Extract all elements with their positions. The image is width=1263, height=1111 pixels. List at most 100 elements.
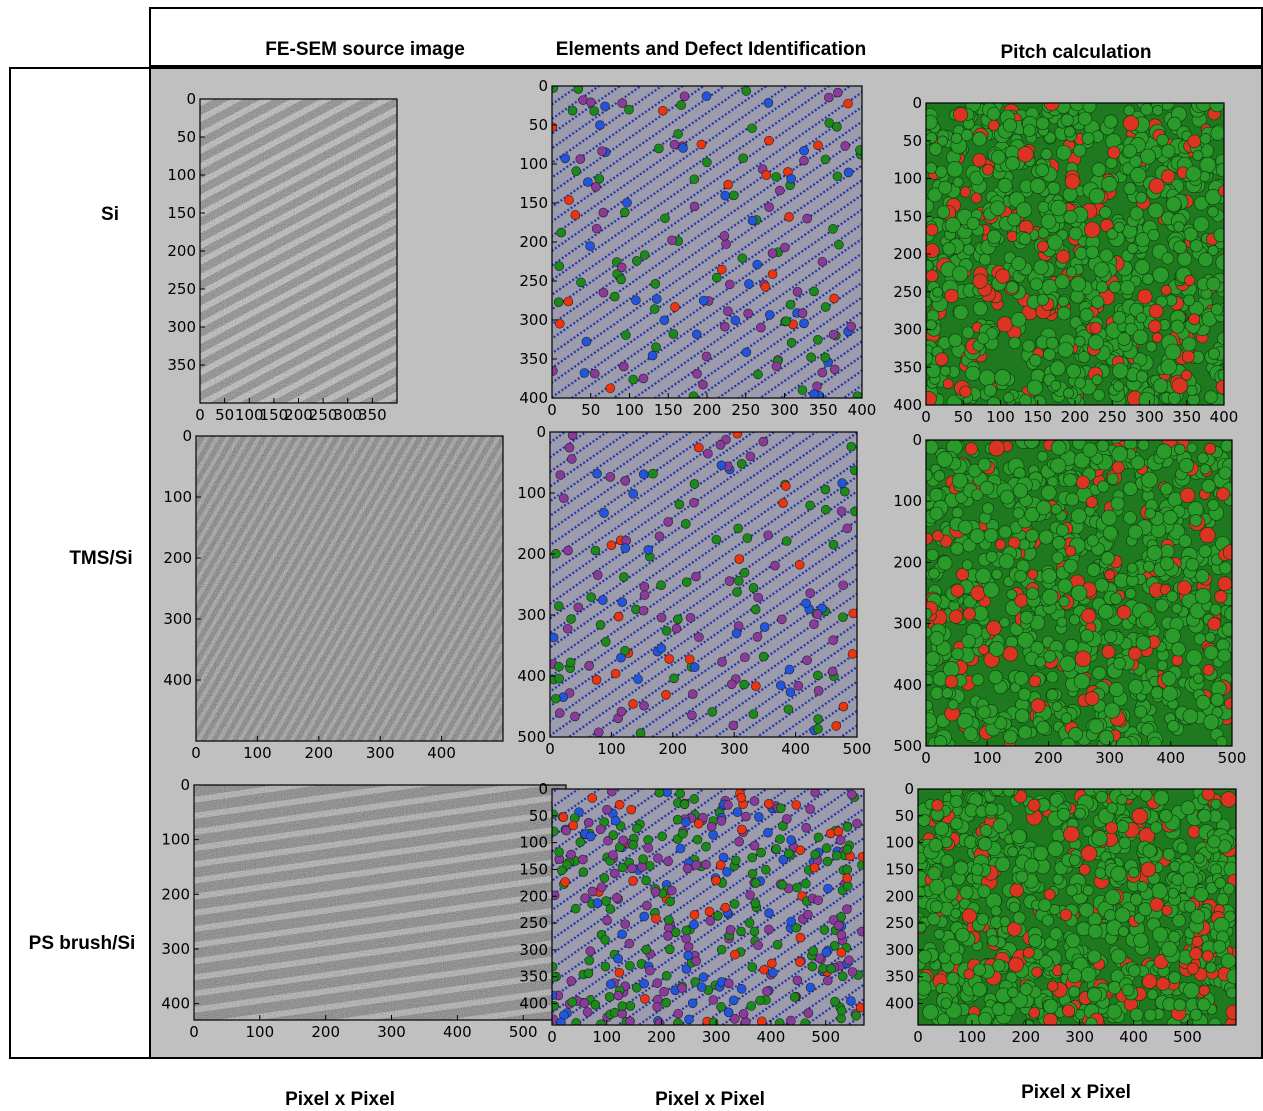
defect-dot: [571, 210, 580, 219]
pitch-dot: [982, 503, 993, 514]
defect-dot: [597, 883, 606, 892]
pitch-dot: [1113, 311, 1126, 324]
pitch-dot: [1163, 510, 1177, 524]
defect-dot: [555, 674, 564, 683]
defect-dot: [787, 338, 796, 347]
defect-dot: [621, 331, 630, 340]
pitch-dot: [1156, 977, 1169, 990]
pitch-dot: [1052, 536, 1065, 549]
defect-dot: [813, 382, 822, 391]
y-tick-label: 50: [895, 807, 914, 825]
defect-dot: [746, 891, 755, 900]
y-tick-label: 150: [519, 194, 548, 212]
pitch-dot: [1109, 281, 1121, 293]
pitch-dot: [1091, 296, 1104, 309]
defect-dot: [801, 879, 810, 888]
pitch-dot: [1065, 639, 1078, 652]
defect-dot: [599, 288, 608, 297]
defect-dot: [564, 546, 573, 555]
pitch-dot: [1136, 371, 1148, 383]
defect-dot: [751, 605, 760, 614]
defect-dot: [640, 591, 649, 600]
pitch-dot: [1140, 612, 1156, 628]
defect-dot: [586, 832, 595, 841]
x-tick-label: 100: [958, 1028, 987, 1046]
defect-dot: [673, 815, 682, 824]
defect-dot: [670, 302, 679, 311]
defect-dot: [834, 827, 843, 836]
y-tick-label: 500: [517, 728, 546, 746]
pitch-dot: [1081, 629, 1094, 642]
defect-dot: [660, 214, 669, 223]
pitch-dot: [973, 301, 987, 315]
defect-dot: [808, 962, 817, 971]
pitch-dot: [1042, 915, 1053, 926]
defect-dot: [680, 800, 689, 809]
defect-dot: [721, 903, 730, 912]
defect-dot: [614, 612, 623, 621]
y-tick-label: 500: [893, 737, 922, 755]
pitch-dot: [979, 1012, 992, 1025]
defect-dot: [690, 479, 699, 488]
defect-dot: [737, 793, 746, 802]
pitch-dot: [983, 582, 999, 598]
defect-dot: [596, 825, 605, 834]
pitch-dot: [1093, 667, 1106, 680]
pitch-dot: [1064, 210, 1077, 223]
defect-dot: [642, 945, 651, 954]
pitch-dot: [995, 857, 1010, 872]
pitch-dot: [1094, 262, 1109, 277]
pitch-dot: [991, 150, 1005, 164]
pitch-dot: [988, 120, 999, 131]
pitch-dot: [973, 964, 985, 976]
y-tick-label: 150: [519, 860, 548, 878]
defect-dot: [776, 804, 785, 813]
defect-dot: [761, 865, 770, 874]
defect-dot: [689, 920, 698, 929]
defect-dot: [640, 979, 649, 988]
axis-caption: Pixel x Pixel: [655, 1089, 765, 1106]
defect-dot: [821, 485, 830, 494]
defect-dot: [629, 375, 638, 384]
pitch-dot: [1106, 822, 1118, 834]
defect-dot: [785, 212, 794, 221]
defect-dot: [654, 144, 663, 153]
pitch-dot: [1056, 250, 1069, 263]
defect-dot: [586, 947, 595, 956]
defect-dot: [574, 603, 583, 612]
pitch-dot: [1067, 364, 1081, 378]
pitch-dot: [1037, 451, 1048, 462]
defect-dot: [559, 813, 568, 822]
defect-dot: [690, 663, 699, 672]
pitch-dot: [958, 520, 972, 534]
pitch-dot: [962, 560, 972, 570]
defect-dot: [742, 86, 751, 95]
defect-dot: [664, 857, 673, 866]
defect-dot: [580, 368, 589, 377]
defect-dot: [564, 297, 573, 306]
defect-dot: [830, 365, 839, 374]
pitch-dot: [941, 854, 954, 867]
pitch-dot: [992, 1003, 1005, 1016]
defect-dot: [803, 214, 812, 223]
defect-dot: [852, 819, 861, 828]
pitch-dot: [1181, 370, 1191, 380]
pitch-dot: [1169, 972, 1181, 984]
pitch-dot: [1048, 841, 1064, 857]
pitch-dot: [1167, 591, 1178, 602]
pitch-dot: [1047, 235, 1062, 250]
defect-dot: [598, 147, 607, 156]
pitch-dot: [1148, 229, 1159, 240]
pitch-dot: [1123, 116, 1138, 131]
defect-dot: [601, 962, 610, 971]
pitch-dot: [1102, 645, 1115, 658]
pitch-dot: [1007, 589, 1017, 599]
defect-dot: [762, 987, 771, 996]
panel-image: [194, 785, 566, 1020]
pitch-dot: [1108, 146, 1120, 158]
defect-dot: [681, 818, 690, 827]
pitch-dot: [1042, 589, 1058, 605]
pitch-dot: [1123, 144, 1137, 158]
pitch-dot: [1109, 682, 1124, 697]
defect-dot: [737, 927, 746, 936]
